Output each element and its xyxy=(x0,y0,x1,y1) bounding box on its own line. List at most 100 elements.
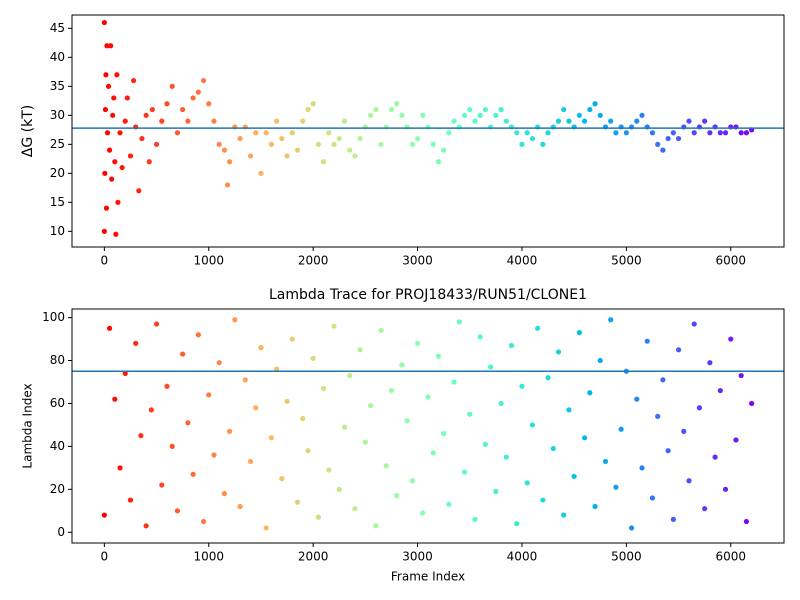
point xyxy=(529,422,535,428)
point xyxy=(253,405,259,411)
y-tick-label: 100 xyxy=(42,310,65,324)
point xyxy=(655,141,661,147)
point xyxy=(111,95,117,101)
point xyxy=(232,317,238,323)
point xyxy=(493,112,499,118)
point xyxy=(587,106,593,113)
point xyxy=(180,106,186,113)
point xyxy=(284,153,290,159)
point xyxy=(315,141,321,147)
point xyxy=(341,424,348,430)
point xyxy=(394,101,400,107)
point xyxy=(477,334,483,340)
point xyxy=(115,199,121,205)
point xyxy=(110,112,116,118)
point xyxy=(117,130,123,136)
point xyxy=(388,387,395,394)
point xyxy=(373,523,379,529)
point xyxy=(712,454,718,460)
point xyxy=(102,170,108,176)
point xyxy=(717,387,723,394)
point xyxy=(139,135,145,142)
point xyxy=(242,377,248,383)
point xyxy=(691,321,697,327)
point xyxy=(634,118,640,124)
y-tick-label: 20 xyxy=(50,482,65,496)
point xyxy=(420,112,426,118)
point xyxy=(649,130,656,136)
point xyxy=(279,135,285,142)
point xyxy=(195,89,201,95)
point xyxy=(493,488,499,495)
y-tick-label: 10 xyxy=(50,224,65,238)
point xyxy=(357,347,363,353)
point xyxy=(555,118,562,124)
point xyxy=(435,353,442,359)
point xyxy=(159,482,165,488)
y-tick-label: 40 xyxy=(50,439,65,453)
point xyxy=(101,512,107,518)
point xyxy=(224,182,231,188)
point xyxy=(289,130,295,136)
y-axis-label: Lambda Index xyxy=(21,383,35,468)
point xyxy=(127,497,134,503)
point xyxy=(665,135,671,142)
point xyxy=(414,340,421,346)
point xyxy=(634,396,640,402)
point xyxy=(655,413,661,419)
point xyxy=(702,506,708,512)
point xyxy=(127,153,134,159)
point xyxy=(200,518,207,525)
point xyxy=(310,355,316,361)
point xyxy=(686,478,692,484)
point xyxy=(185,118,191,124)
point xyxy=(130,77,137,84)
point xyxy=(670,516,676,522)
point xyxy=(321,159,327,165)
point xyxy=(524,480,530,486)
point xyxy=(294,147,301,153)
point xyxy=(498,400,504,407)
point xyxy=(206,392,212,398)
point xyxy=(519,383,525,389)
point xyxy=(105,83,112,89)
point xyxy=(211,452,217,458)
point xyxy=(707,360,713,366)
point xyxy=(106,325,113,331)
point xyxy=(383,463,389,469)
point xyxy=(101,228,107,234)
point xyxy=(195,332,201,338)
point xyxy=(696,405,703,411)
point xyxy=(247,458,254,465)
point xyxy=(133,340,139,346)
point xyxy=(587,390,593,396)
point xyxy=(174,508,181,514)
point xyxy=(169,443,175,449)
point xyxy=(315,514,321,520)
x-tick-label: 5000 xyxy=(611,550,642,564)
point xyxy=(608,317,614,323)
point xyxy=(618,426,624,432)
point xyxy=(143,112,149,118)
point xyxy=(211,118,217,124)
point xyxy=(279,475,285,482)
point xyxy=(180,351,186,357)
point xyxy=(566,118,572,124)
point xyxy=(467,106,473,113)
point xyxy=(545,130,551,136)
point xyxy=(717,130,723,136)
point xyxy=(247,153,254,159)
point xyxy=(321,385,327,392)
point xyxy=(185,420,191,426)
point xyxy=(399,112,405,118)
point xyxy=(738,130,744,136)
point xyxy=(592,503,598,510)
point xyxy=(446,130,452,136)
point xyxy=(263,130,269,136)
point xyxy=(190,471,196,477)
point xyxy=(106,147,113,153)
point xyxy=(258,345,264,351)
point xyxy=(124,95,130,101)
point xyxy=(399,362,405,368)
point xyxy=(535,325,541,331)
